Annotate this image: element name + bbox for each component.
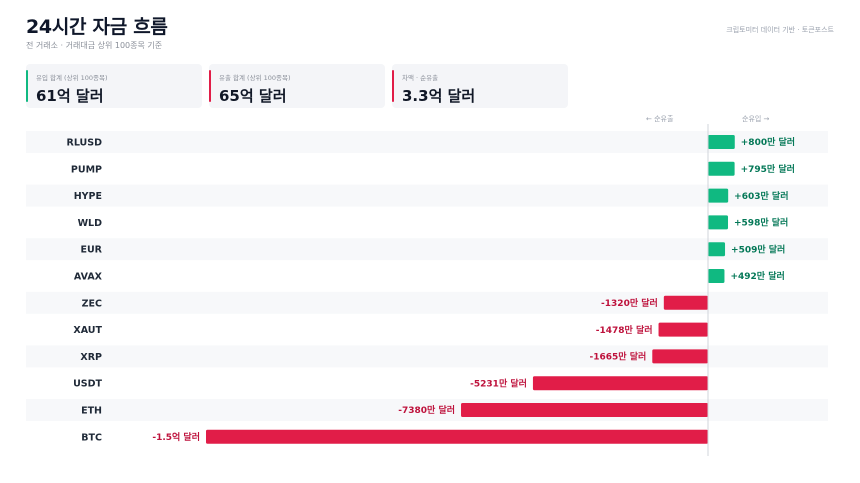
bar-avax	[708, 269, 725, 283]
summary-cards: 유입 합계 (상위 100종목) 61억 달러 유출 합계 (상위 100종목)…	[26, 64, 568, 108]
inflow-card: 유입 합계 (상위 100종목) 61억 달러	[26, 64, 202, 108]
category-label: PUMP	[71, 164, 102, 175]
outflow-card: 유출 합계 (상위 100종목) 65억 달러	[209, 64, 385, 108]
net-value: 3.3억 달러	[402, 87, 476, 105]
net-card: 차액 · 순유출 3.3억 달러	[392, 64, 568, 108]
value-label: -7380만 달러	[398, 404, 455, 416]
net-accent-bar	[392, 70, 394, 102]
category-label: USDT	[73, 379, 102, 390]
category-label: HYPE	[74, 191, 102, 202]
bar-zec	[663, 295, 708, 310]
bar-xaut	[658, 322, 708, 337]
category-label: WLD	[78, 218, 103, 229]
bar-xrp	[652, 349, 708, 364]
value-label: +492만 달러	[730, 270, 784, 282]
row-band	[26, 291, 828, 314]
category-label: RLUSD	[67, 138, 103, 149]
net-label: 차액 · 순유출	[402, 74, 439, 82]
category-label: AVAX	[74, 272, 103, 283]
value-label: +603만 달러	[734, 190, 788, 202]
category-label: EUR	[80, 245, 102, 256]
category-label: BTC	[81, 432, 102, 443]
bar-btc	[206, 429, 708, 444]
inflow-value: 61억 달러	[36, 87, 104, 105]
outflow-value: 65억 달러	[219, 87, 287, 105]
category-label: ETH	[81, 406, 102, 417]
row-band	[26, 345, 828, 368]
row-band	[26, 238, 828, 261]
bar-rlusd	[708, 135, 735, 149]
bar-pump	[708, 161, 735, 176]
value-label: +795만 달러	[741, 163, 795, 175]
value-label: +800만 달러	[741, 136, 795, 148]
outflow-label: 유출 합계 (상위 100종목)	[219, 74, 291, 82]
net-inflow-direction-label: 순유입 →	[742, 115, 770, 123]
row-band	[26, 131, 828, 153]
inflow-label: 유입 합계 (상위 100종목)	[36, 74, 108, 82]
value-label: +509만 달러	[731, 243, 785, 255]
value-label: -1320만 달러	[601, 297, 658, 309]
value-label: -1665만 달러	[590, 351, 647, 363]
bar-eth	[461, 403, 708, 417]
outflow-accent-bar	[209, 70, 211, 102]
value-label: -5231만 달러	[470, 377, 527, 389]
value-label: +598만 달러	[734, 217, 788, 229]
category-label: XAUT	[73, 325, 102, 336]
bar-usdt	[532, 376, 708, 391]
value-label: -1.5억 달러	[152, 431, 200, 443]
source-note: 크립토미터 데이터 기반 · 토큰포스트	[726, 26, 834, 34]
bar-hype	[708, 188, 729, 203]
category-label: ZEC	[82, 298, 102, 309]
category-label: XRP	[80, 352, 102, 363]
bar-wld	[708, 215, 729, 230]
value-label: -1478만 달러	[596, 324, 653, 336]
page-title: 24시간 자금 흐름	[26, 16, 168, 38]
row-band	[26, 184, 828, 207]
page-subtitle: 전 거래소 · 거래대금 상위 100종목 기준	[26, 41, 163, 50]
inflow-accent-bar	[26, 70, 28, 102]
bar-eur	[708, 242, 726, 257]
net-outflow-direction-label: ← 순유출	[646, 115, 674, 123]
